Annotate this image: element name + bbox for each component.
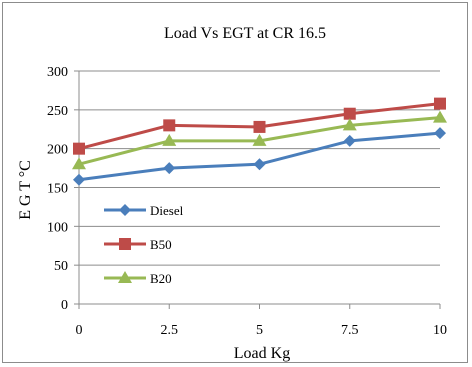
- legend-label: B20: [150, 271, 172, 286]
- y-tick-labels: 0 50 100 150 200 250 300: [47, 65, 68, 313]
- series-diesel: [73, 127, 446, 186]
- data-point-b20: [72, 157, 86, 170]
- x-tick-label: 5: [256, 323, 263, 338]
- y-tick-label: 300: [47, 65, 68, 80]
- data-point-b50: [253, 120, 266, 133]
- legend-entry-b20: B20: [100, 268, 200, 288]
- legend-label: Diesel: [150, 203, 184, 218]
- y-tick-label: 50: [54, 259, 68, 274]
- chart-title: Load Vs EGT at CR 16.5: [164, 25, 326, 42]
- legend-marker: [118, 271, 132, 283]
- legend-marker: [119, 238, 131, 250]
- legend-label: B50: [150, 237, 172, 252]
- y-tick-label: 100: [47, 220, 68, 235]
- legend-marker: [119, 204, 131, 216]
- y-tick-label: 200: [47, 143, 68, 158]
- y-tick-label: 150: [47, 182, 68, 197]
- x-tick-labels: 0 2.5 5 7.5 10: [76, 323, 448, 338]
- series-b50: [73, 97, 446, 155]
- data-point-b50: [343, 107, 356, 120]
- data-point-diesel: [163, 162, 176, 175]
- series-b20: [72, 110, 447, 170]
- x-tick-label: 10: [433, 323, 447, 338]
- x-tick-label: 7.5: [341, 323, 359, 338]
- y-axis-label: E G T °C: [17, 160, 34, 220]
- data-point-b20: [162, 133, 177, 146]
- legend-entry-diesel: Diesel: [100, 200, 200, 220]
- y-tick-label: 0: [61, 298, 68, 313]
- data-point-b20: [342, 118, 357, 131]
- axes: [74, 70, 441, 309]
- data-point-diesel: [253, 158, 266, 171]
- x-tick-label: 2.5: [161, 323, 179, 338]
- x-tick-label: 0: [76, 323, 83, 338]
- data-point-b50: [163, 119, 176, 132]
- grid-lines: [79, 70, 440, 266]
- y-tick-label: 250: [47, 104, 68, 119]
- legend-entry-b50: B50: [100, 234, 200, 254]
- data-point-b50: [73, 142, 85, 155]
- data-point-diesel: [434, 127, 446, 140]
- data-point-b20: [252, 133, 267, 146]
- x-axis-label: Load Kg: [234, 345, 290, 362]
- data-point-diesel: [73, 173, 85, 186]
- data-point-diesel: [343, 134, 356, 147]
- legend: Diesel B50 B20: [100, 200, 200, 288]
- data-point-b50: [434, 97, 446, 110]
- series-group: [72, 97, 447, 186]
- data-point-b20: [433, 110, 447, 123]
